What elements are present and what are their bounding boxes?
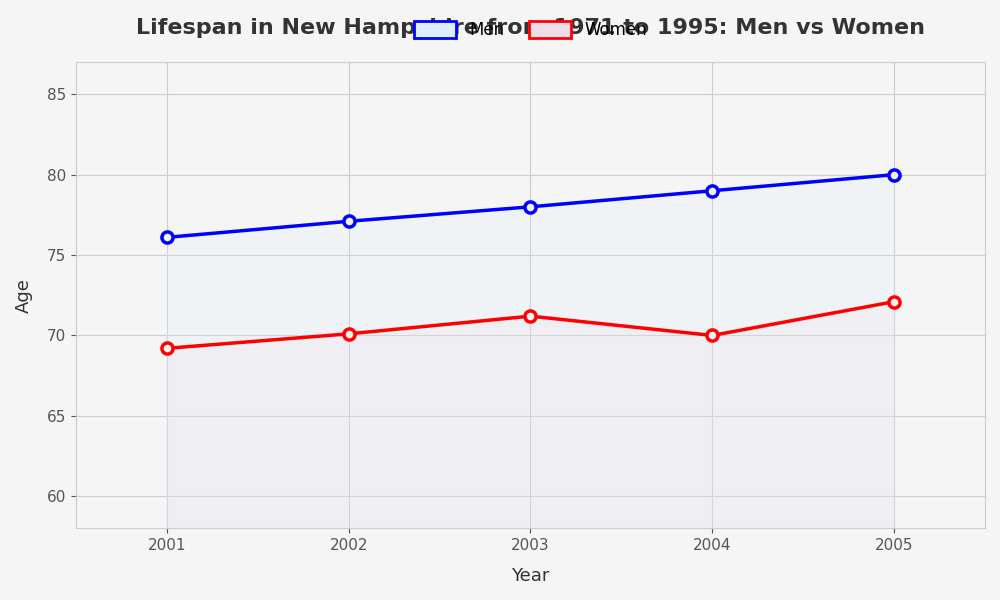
Title: Lifespan in New Hampshire from 1971 to 1995: Men vs Women: Lifespan in New Hampshire from 1971 to 1… [136,19,925,38]
X-axis label: Year: Year [511,567,550,585]
Y-axis label: Age: Age [15,278,33,313]
Legend: Men, Women: Men, Women [407,14,654,46]
